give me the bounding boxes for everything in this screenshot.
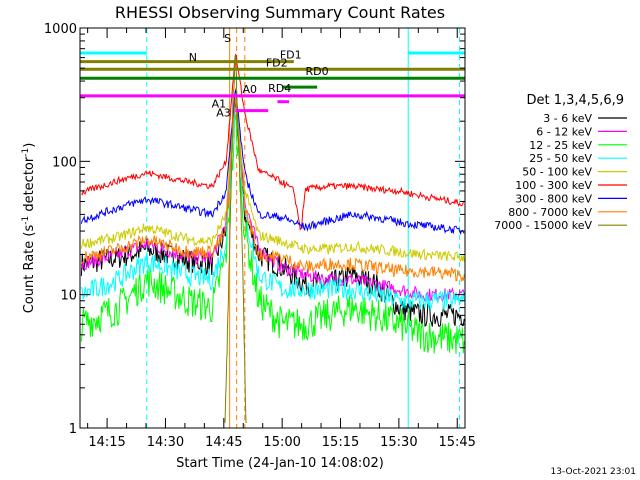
y-axis-label: Count Rate (s-1 detector-1) [21,143,37,314]
y-tick-label: 1 [69,422,77,437]
flag-label-rd4: RD4 [268,82,291,95]
series-line-7 [80,95,465,282]
legend-label-8: 7000 - 15000 keV [494,219,592,232]
series-line-0 [80,99,465,327]
x-tick-label: 14:45 [205,435,242,450]
x-tick-label: 14:15 [88,435,125,450]
x-tick-label: 15:00 [263,435,300,450]
x-tick-label: 15:45 [438,435,475,450]
legend-header: Det 1,3,4,5,6,9 [526,93,624,108]
legend-label-0: 3 - 6 keV [543,112,592,125]
timestamp: 13-Oct-2021 23:01 [551,467,636,477]
series-line-3 [80,106,465,312]
x-tick-label: 14:30 [147,435,184,450]
flag-label-a0: A0 [242,83,257,96]
y-tick-label: 10 [60,289,77,304]
s-marker-label: S [224,32,231,45]
flag-label-fd1: FD1 [280,49,302,62]
y-axis: 1 10 100 1000 [44,22,465,437]
legend-label-5: 100 - 300 keV [515,179,592,192]
y-tick-label: 1000 [44,22,77,37]
x-axis-label: Start Time (24-Jan-10 14:08:02) [176,456,384,471]
legend-label-2: 12 - 25 keV [529,139,592,152]
x-axis: 14:15 14:30 14:45 15:00 15:15 15:30 15:45 [87,28,476,450]
series-line-2 [80,114,465,354]
flag-label-a1: A1 [212,98,227,111]
series-line-5 [81,53,465,231]
x-tick-label: 15:15 [322,435,359,450]
legend-label-6: 300 - 800 keV [515,192,592,205]
legend-label-1: 6 - 12 keV [536,125,592,138]
plot-frame [79,27,466,429]
series-line-4 [80,87,465,263]
chart-title: RHESSI Observing Summary Count Rates [115,3,445,22]
legend-label-7: 800 - 7000 keV [508,206,592,219]
flag-label-n: N [189,51,197,64]
y-tick-label: 100 [52,155,77,170]
flag-label-rd0: RD0 [306,65,329,78]
x-tick-label: 15:30 [380,435,417,450]
legend-label-4: 50 - 100 keV [522,166,592,179]
legend-label-3: 25 - 50 keV [529,152,592,165]
flag-label-a3: A3 [216,107,231,120]
flag-label-fd2: FD2 [266,56,288,69]
series-line-8 [224,54,247,424]
series-line-6 [80,88,465,236]
